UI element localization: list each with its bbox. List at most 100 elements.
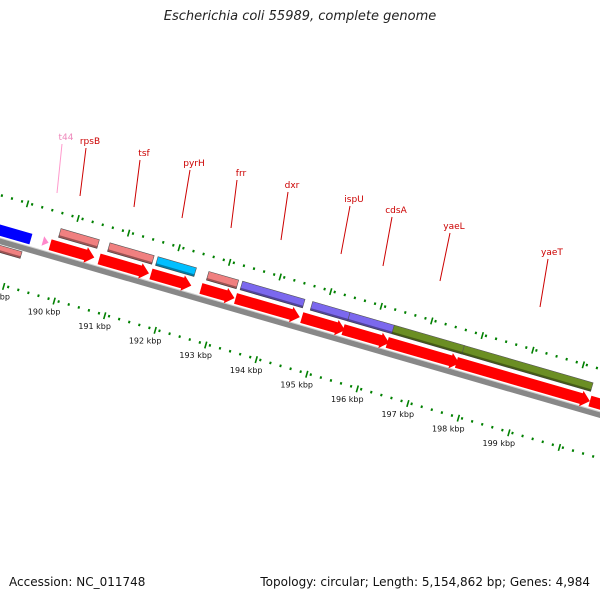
- inner-ring-minor-tick: [390, 396, 393, 400]
- outer-ring-minor-tick: [202, 252, 205, 256]
- outer-ring-minor-tick: [333, 290, 336, 294]
- outer-ring-minor-tick: [393, 308, 397, 312]
- inner-ring-minor-tick: [168, 332, 171, 336]
- inner-ring-minor-tick: [581, 452, 585, 455]
- inner-ring-major-tick: [557, 443, 562, 452]
- kbp-label: 199 kbp: [483, 439, 516, 448]
- outer-ring-minor-tick: [172, 243, 175, 247]
- purple-feature-shade: [310, 308, 349, 321]
- cds-arrow: [97, 253, 149, 279]
- outer-ring-minor-tick: [464, 328, 468, 332]
- cds-arrow: [234, 293, 300, 323]
- inner-ring-major-tick: [305, 370, 309, 378]
- inner-ring-minor-tick: [511, 431, 514, 435]
- genome-backbone: [0, 237, 600, 419]
- outer-ring-major-tick: [480, 331, 485, 340]
- outer-ring-minor-tick: [293, 278, 296, 282]
- inner-ring-minor-tick: [6, 285, 10, 289]
- trna-marker: [41, 236, 49, 246]
- kbp-label: 193 kbp: [179, 351, 212, 360]
- teal-feature: [155, 256, 197, 277]
- inner-ring-minor-tick: [369, 390, 373, 394]
- inner-ring-minor-tick: [329, 378, 333, 382]
- kbp-label: 197 kbp: [381, 410, 414, 419]
- inner-ring-minor-tick: [248, 355, 252, 359]
- inner-ring-major-tick: [204, 341, 208, 349]
- outer-ring-minor-tick: [242, 264, 246, 268]
- leader-line: [79, 147, 87, 197]
- outer-ring-minor-tick: [474, 331, 478, 335]
- outer-ring-minor-tick: [131, 232, 135, 236]
- inner-ring-minor-tick: [299, 370, 302, 374]
- outer-ring-minor-tick: [535, 348, 538, 352]
- outer-ring-minor-tick: [61, 211, 64, 215]
- leader-line: [340, 205, 351, 255]
- inner-ring-minor-tick: [410, 402, 413, 406]
- outer-ring-minor-tick: [494, 337, 498, 341]
- inner-ring-minor-tick: [289, 367, 292, 371]
- rrna-like-feature-inner: [0, 245, 23, 259]
- inner-ring-minor-tick: [107, 314, 111, 318]
- outer-ring-minor-tick: [182, 246, 185, 250]
- outer-ring-minor-tick: [514, 343, 518, 347]
- inner-ring-minor-tick: [521, 434, 524, 438]
- outer-ring-minor-tick: [71, 214, 74, 218]
- cds-arrow: [48, 239, 95, 263]
- cds-arrow: [341, 324, 390, 349]
- kbp-label: 196 kbp: [331, 395, 364, 404]
- inner-ring-minor-tick: [218, 346, 222, 350]
- outer-ring-minor-tick: [50, 208, 54, 212]
- inner-ring-major-tick: [355, 385, 360, 393]
- inner-ring-minor-tick: [97, 311, 101, 315]
- inner-ring-minor-tick: [148, 326, 151, 330]
- inner-ring-minor-tick: [279, 364, 282, 368]
- outer-ring-minor-tick: [252, 267, 256, 271]
- backbone-highlight: [0, 237, 600, 413]
- outer-ring-major-tick: [76, 214, 80, 223]
- inner-ring-minor-tick: [269, 361, 272, 365]
- purple-feature-shade: [347, 318, 393, 334]
- inner-ring-minor-tick: [339, 381, 343, 385]
- cds-arrow: [385, 337, 460, 369]
- inner-ring-minor-tick: [27, 291, 30, 295]
- outer-ring-minor-tick: [0, 194, 4, 198]
- outer-ring-major-tick: [126, 229, 131, 237]
- inner-ring-minor-tick: [400, 399, 403, 403]
- rrna-like-feature: [206, 271, 240, 290]
- gene-label: ispU: [344, 195, 364, 205]
- leader-line: [56, 143, 63, 194]
- inner-ring-minor-tick: [178, 335, 181, 339]
- outer-ring-minor-tick: [81, 217, 84, 221]
- inner-ring-minor-tick: [87, 308, 91, 312]
- inner-ring-major-tick: [1, 282, 6, 291]
- outer-ring-major-tick: [430, 317, 434, 325]
- outer-ring-minor-tick: [545, 351, 548, 355]
- outer-tick-ring: [0, 194, 599, 370]
- inner-ring-minor-tick: [37, 294, 40, 298]
- inner-ring-minor-tick: [531, 437, 534, 441]
- kbp-tick-labels: 189 kbp 190 kbp 191 kbp 192 kbp 193 kbp 194 k…: [0, 293, 515, 448]
- outer-ring-minor-tick: [424, 316, 427, 320]
- inner-ring-minor-tick: [571, 449, 575, 453]
- inner-ring-minor-tick: [349, 384, 353, 388]
- outer-ring-minor-tick: [585, 363, 589, 367]
- leader-line: [181, 169, 191, 219]
- gene-label: frr: [236, 169, 247, 179]
- inner-tick-ring: [1, 282, 595, 458]
- inner-ring-minor-tick: [591, 454, 595, 458]
- outer-ring-minor-tick: [504, 340, 508, 344]
- kbp-label: 191 kbp: [78, 322, 111, 331]
- purple-feature: [239, 280, 306, 309]
- inner-ring-minor-tick: [490, 425, 494, 429]
- inner-ring-minor-tick: [77, 305, 81, 309]
- inner-ring-minor-tick: [460, 416, 464, 420]
- olive-feature-shade: [461, 352, 592, 392]
- inner-ring-minor-tick: [561, 446, 565, 450]
- outer-ring-major-tick: [581, 361, 586, 369]
- inner-ring-major-tick: [507, 429, 511, 437]
- outer-ring-minor-tick: [484, 334, 488, 338]
- outer-ring-minor-tick: [444, 322, 447, 326]
- kbp-label: 194 kbp: [230, 366, 263, 375]
- inner-ring-minor-tick: [430, 408, 434, 412]
